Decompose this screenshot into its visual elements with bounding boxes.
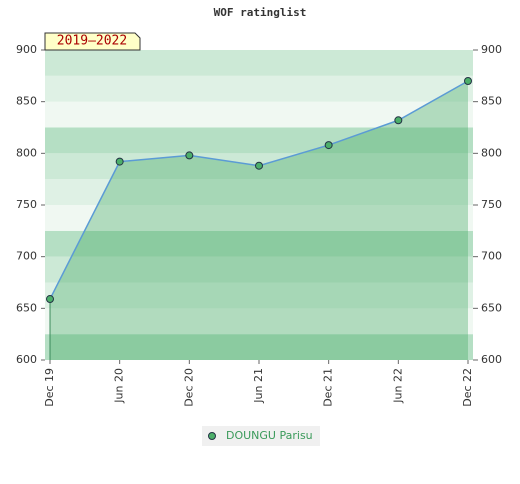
y2-tick-label: 800 [481,146,502,159]
area [50,81,468,360]
annotation-box [44,32,141,51]
plot-stripe [45,101,473,128]
y2-tick-label: 700 [481,250,502,263]
plot-stripe [45,75,473,102]
point [255,161,263,170]
plot-stripe [45,282,473,309]
plot-stripe [45,179,473,205]
y-tick-label: 750 [16,198,37,211]
point [185,151,194,160]
plot-stripe [45,50,473,76]
plot-stripe [45,127,473,154]
y2-tick-label: 900 [481,43,502,56]
plot-stripe [45,334,473,360]
y-tick-label: 900 [16,43,37,56]
point [115,157,124,166]
chart-title: WOF ratinglist [214,6,307,19]
point [394,116,403,125]
plot-stripe [45,205,473,231]
point [464,77,472,85]
legend-marker [208,432,216,440]
y2-tick-label: 850 [481,95,502,108]
legend-label: DOUNGU Parisu [226,429,313,442]
x-tick-label: Dec 20 [182,368,195,407]
y-tick-label: 650 [16,301,37,314]
y-tick-label: 850 [16,95,37,108]
plot-stripe [45,230,473,257]
x-tick-label: Dec 19 [43,368,56,407]
plot-stripe [45,256,473,283]
y2-tick-label: 750 [481,198,502,211]
x-tick-label: Dec 21 [322,368,335,407]
y-tick-label: 700 [16,250,37,263]
x-tick-label: Jun 22 [391,368,404,404]
point [46,295,54,304]
plot-stripe [45,308,473,335]
y-tick-label: 800 [16,146,37,159]
y-tick-label: 600 [16,353,37,366]
x-tick-label: Dec 22 [461,368,474,407]
x-tick-label: Jun 20 [113,368,126,404]
y2-tick-label: 600 [481,353,502,366]
legend-box [202,426,320,446]
point [324,141,333,150]
annotation: 2019–2022 [57,34,127,49]
x-tick-label: Jun 21 [252,368,265,404]
y2-tick-label: 650 [481,301,502,314]
